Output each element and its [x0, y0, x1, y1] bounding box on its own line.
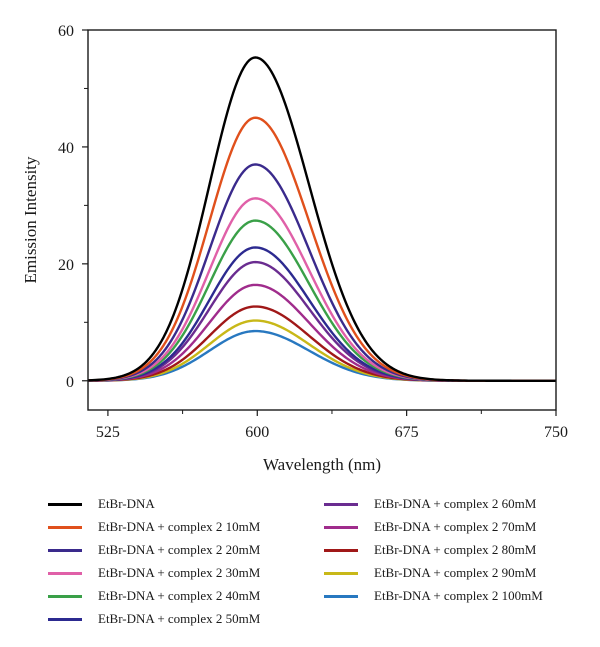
series-line-1 — [87, 116, 556, 382]
legend-swatch — [48, 571, 82, 575]
series-layer — [87, 56, 556, 382]
x-tick-label: 525 — [96, 424, 120, 441]
legend-swatch — [324, 594, 358, 598]
legend-swatch — [324, 548, 358, 552]
legend-swatch — [48, 617, 82, 621]
legend-swatch — [324, 525, 358, 529]
x-tick-label: 750 — [544, 424, 568, 441]
legend-item: EtBr-DNA + complex 2 60mM — [324, 495, 536, 513]
legend-swatch — [48, 525, 82, 529]
x-tick-label: 600 — [245, 424, 269, 441]
legend-item: EtBr-DNA + complex 2 10mM — [48, 518, 260, 536]
y-tick-label: 20 — [58, 257, 74, 274]
legend-item: EtBr-DNA + complex 2 40mM — [48, 587, 260, 605]
y-tick-label: 0 — [66, 374, 74, 391]
x-tick-label: 675 — [395, 424, 419, 441]
legend-label: EtBr-DNA + complex 2 20mM — [98, 542, 261, 557]
legend-label: EtBr-DNA — [98, 496, 155, 511]
legend-item: EtBr-DNA + complex 2 70mM — [324, 518, 536, 536]
legend-swatch — [48, 548, 82, 552]
legend-swatch — [48, 594, 82, 598]
legend-item: EtBr-DNA — [48, 495, 155, 513]
legend-swatch — [48, 502, 82, 506]
legend-swatch — [324, 502, 358, 506]
series-line-0 — [87, 56, 556, 382]
legend-label: EtBr-DNA + complex 2 70mM — [374, 519, 537, 534]
legend-label: EtBr-DNA + complex 2 100mM — [374, 588, 543, 603]
legend-label: EtBr-DNA + complex 2 30mM — [98, 565, 261, 580]
legend-label: EtBr-DNA + complex 2 40mM — [98, 588, 261, 603]
legend-label: EtBr-DNA + complex 2 90mM — [374, 565, 537, 580]
plot-frame — [87, 29, 557, 411]
legend-item: EtBr-DNA + complex 2 80mM — [324, 541, 536, 559]
y-tick-label: 40 — [58, 140, 74, 157]
legend-label: EtBr-DNA + complex 2 80mM — [374, 542, 537, 557]
legend-item: EtBr-DNA + complex 2 90mM — [324, 564, 536, 582]
emission-chart: 525 600 675 750 0 20 40 60 Wavelength (nm) Emis… — [21, 23, 568, 474]
tick-layer: 525 600 675 750 0 20 40 60 — [58, 23, 568, 441]
x-axis-title: Wavelength (nm) — [263, 455, 381, 474]
legend-item: EtBr-DNA + complex 2 30mM — [48, 564, 260, 582]
legend-label: EtBr-DNA + complex 2 50mM — [98, 611, 261, 626]
chart-legend: EtBr-DNA EtBr-DNA + complex 2 10mM EtBr-DN… — [48, 495, 598, 635]
legend-label: EtBr-DNA + complex 2 60mM — [374, 496, 537, 511]
legend-label: EtBr-DNA + complex 2 10mM — [98, 519, 261, 534]
legend-swatch — [324, 571, 358, 575]
legend-item: EtBr-DNA + complex 2 100mM — [324, 587, 543, 605]
y-axis-title: Emission Intensity — [21, 156, 40, 284]
legend-item: EtBr-DNA + complex 2 20mM — [48, 541, 260, 559]
legend-item: EtBr-DNA + complex 2 50mM — [48, 610, 260, 628]
y-tick-label: 60 — [58, 23, 74, 40]
